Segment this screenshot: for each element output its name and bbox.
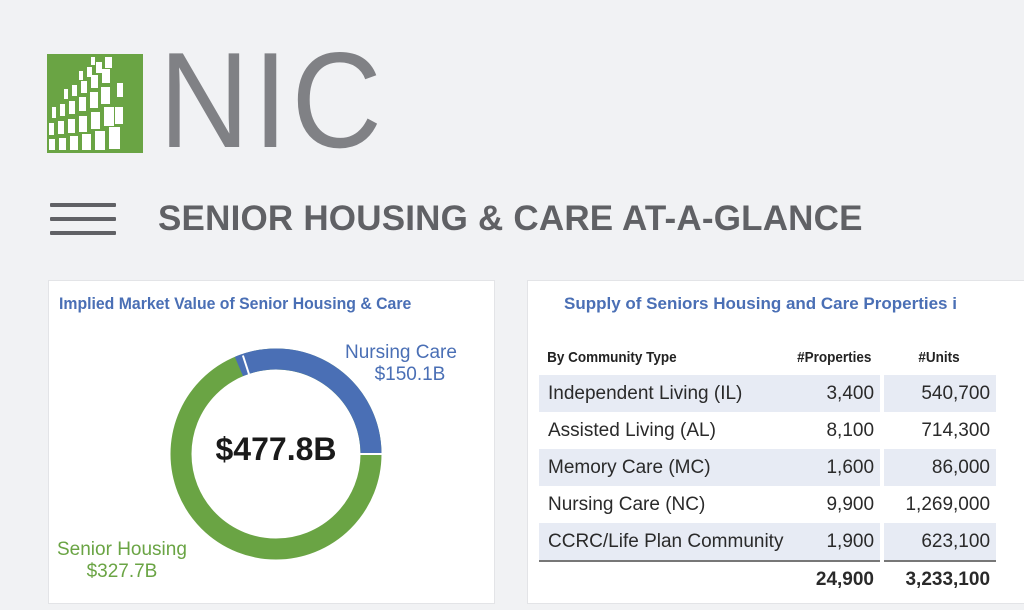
supply-card: Supply of Seniors Housing and Care Prope… xyxy=(527,280,1024,604)
table-row: Assisted Living (AL) 8,100 714,300 xyxy=(539,412,997,449)
cell-total-label xyxy=(539,560,788,598)
segment-name: Senior Housing xyxy=(57,539,187,560)
logo-wordmark: NIC xyxy=(159,24,386,176)
cell-units: 1,269,000 xyxy=(880,486,997,523)
col-header-type: By Community Type xyxy=(547,348,677,366)
table-row: Memory Care (MC) 1,600 86,000 xyxy=(539,449,997,486)
nursing-care-segment[interactable] xyxy=(234,348,382,455)
cell-properties: 1,900 xyxy=(787,523,883,561)
nursing-care-label: Nursing Care $150.1B xyxy=(345,342,457,386)
page-title: SENIOR HOUSING & CARE AT-A-GLANCE xyxy=(158,199,863,238)
cell-type: Independent Living (IL) xyxy=(539,375,788,412)
senior-housing-label: Senior Housing $327.7B xyxy=(57,539,187,583)
nic-logo[interactable]: NIC xyxy=(47,32,397,168)
cell-type: Assisted Living (AL) xyxy=(548,419,716,441)
col-header-units: #Units xyxy=(918,348,960,366)
supply-table: By Community Type #Properties #Units Ind… xyxy=(539,339,997,598)
table-row: CCRC/Life Plan Community 1,900 623,100 xyxy=(539,523,997,561)
cell-total-units: 3,233,100 xyxy=(880,560,997,598)
cell-properties: 3,400 xyxy=(787,375,883,412)
market-value-donut-chart xyxy=(170,348,382,560)
segment-value: $327.7B xyxy=(86,561,158,582)
cell-properties: 8,100 xyxy=(826,419,875,441)
cell-units: 714,300 xyxy=(880,412,997,449)
cell-units: 540,700 xyxy=(880,375,997,412)
cell-properties: 9,900 xyxy=(826,493,875,515)
cell-type: Nursing Care (NC) xyxy=(548,493,706,515)
hamburger-icon-bar xyxy=(50,231,116,235)
segment-name: Nursing Care xyxy=(345,342,457,363)
table-header-row: By Community Type #Properties #Units xyxy=(539,339,996,375)
cell-type: Memory Care (MC) xyxy=(539,449,788,486)
cell-total-properties: 24,900 xyxy=(787,560,883,598)
supply-title: Supply of Seniors Housing and Care Prope… xyxy=(564,294,957,313)
segment-value: $150.1B xyxy=(374,364,446,385)
hamburger-icon-bar xyxy=(50,217,116,221)
cell-type: CCRC/Life Plan Community xyxy=(539,523,788,561)
donut-total-value: $477.8B xyxy=(215,431,337,467)
cell-properties: 1,600 xyxy=(787,449,883,486)
table-row: Independent Living (IL) 3,400 540,700 xyxy=(539,375,997,412)
table-total-row: 24,900 3,233,100 xyxy=(539,560,997,598)
col-header-properties: #Properties xyxy=(797,348,872,366)
menu-button[interactable] xyxy=(50,202,116,236)
cell-units: 86,000 xyxy=(880,449,997,486)
hamburger-icon xyxy=(50,203,116,207)
market-value-card: Implied Market Value of Senior Housing &… xyxy=(48,280,495,604)
cell-units: 623,100 xyxy=(880,523,997,561)
market-value-title: Implied Market Value of Senior Housing &… xyxy=(59,294,412,313)
table-row: Nursing Care (NC) 9,900 1,269,000 xyxy=(539,486,997,523)
logo-mark-icon xyxy=(47,54,143,153)
